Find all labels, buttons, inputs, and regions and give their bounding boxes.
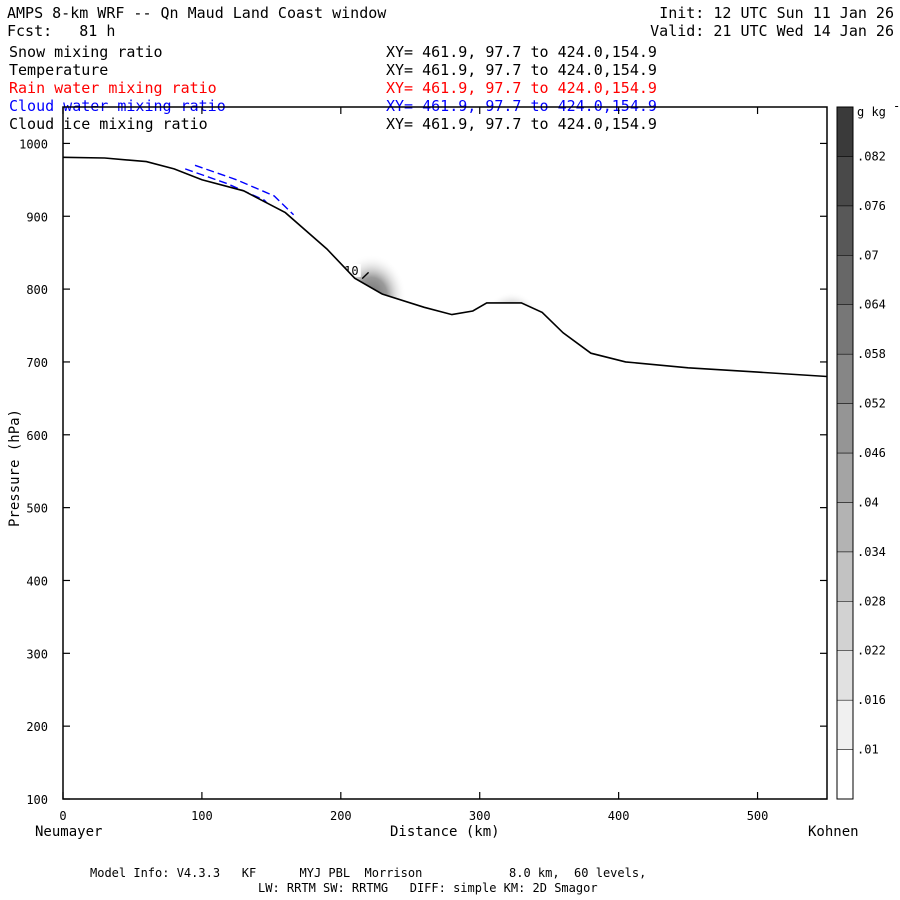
colorbar-label: .034 [857,545,886,559]
field-name: Cloud ice mixing ratio [9,115,208,133]
field-xy: XY= 461.9, 97.7 to 424.0,154.9 [386,79,657,97]
colorbar-swatch [836,601,854,651]
valid-time: Valid: 21 UTC Wed 14 Jan 26 [650,22,894,40]
y-tick-label: 200 [26,720,48,734]
plot-frame [62,106,828,800]
colorbar-label: .01 [857,743,879,757]
colorbar-swatch [836,156,854,207]
colorbar-swatch [836,353,854,404]
cloud-water-contour [184,168,297,238]
colorbar-swatch [836,403,854,454]
colorbar-units-exponent: -1 [893,99,900,113]
y-tick-label: 400 [26,574,48,588]
field-xy: XY= 461.9, 97.7 to 424.0,154.9 [386,97,657,115]
colorbar-swatch [836,452,854,503]
colorbar-label: .022 [857,644,886,658]
y-tick-label: 300 [26,647,48,661]
model-physics: LW: RRTM SW: RRTMG DIFF: simple KM: 2D S… [258,881,598,895]
field-xy: XY= 461.9, 97.7 to 424.0,154.9 [386,43,657,61]
init-time: Init: 12 UTC Sun 11 Jan 26 [659,4,894,22]
colorbar-frame [836,106,854,800]
x-start-label: Neumayer [35,824,103,840]
colorbar-swatch [836,205,854,256]
colorbar-swatch [836,502,854,553]
colorbar-swatch [836,749,854,800]
field-xy: XY= 461.9, 97.7 to 424.0,154.9 [386,61,657,79]
y-tick-label: 600 [26,429,48,443]
x-tick-label: 500 [747,809,769,823]
field-name: Cloud water mixing ratio [9,97,226,115]
colorbar-units: g kg [857,105,886,119]
field-name: Snow mixing ratio [9,43,163,61]
colorbar-swatch [836,255,854,305]
forecast-hour: Fcst: 81 h [7,22,116,40]
terrain-mask [63,157,827,799]
model-info: Model Info: V4.3.3 KF MYJ PBL Morrison 8… [90,866,647,880]
colorbar-swatch [836,650,854,701]
y-tick-label: 800 [26,283,48,297]
colorbar-label: .07 [857,248,879,262]
colorbar-label: .058 [857,347,886,361]
colorbar-label: .046 [857,446,886,460]
field-name: Temperature [9,61,109,79]
y-tick-label: 100 [26,793,48,807]
x-tick-label: 200 [330,809,352,823]
colorbar-label: .028 [857,594,886,608]
y-tick-label: 500 [26,502,48,516]
colorbar-label: .082 [857,149,886,163]
map-title: AMPS 8-km WRF -- Qn Maud Land Coast wind… [7,4,387,22]
colorbar-label: .076 [857,199,886,213]
colorbar-label: .064 [857,298,886,312]
terrain-line [63,156,827,378]
x-axis-label: Distance (km) [390,824,500,840]
cloud-water-contour [194,164,295,216]
x-tick-label: 100 [191,809,213,823]
y-tick-label: 700 [26,356,48,370]
y-tick-label: 900 [26,210,48,224]
y-axis-label: Pressure (hPa) [7,409,23,528]
y-tick-label: 1000 [19,137,48,151]
colorbar-swatch [836,699,854,750]
x-tick-label: 300 [469,809,491,823]
field-name: Rain water mixing ratio [9,79,217,97]
colorbar-swatch [836,304,854,355]
x-end-label: Kohnen [808,824,859,840]
field-xy: XY= 461.9, 97.7 to 424.0,154.9 [386,115,657,133]
colorbar-label: .04 [857,495,879,509]
colorbar-label: .052 [857,397,886,411]
colorbar-label: .016 [857,693,886,707]
colorbar-swatch [836,551,854,602]
x-tick-label: 400 [608,809,630,823]
x-tick-label: 0 [59,809,66,823]
colorbar-swatch [836,106,854,157]
